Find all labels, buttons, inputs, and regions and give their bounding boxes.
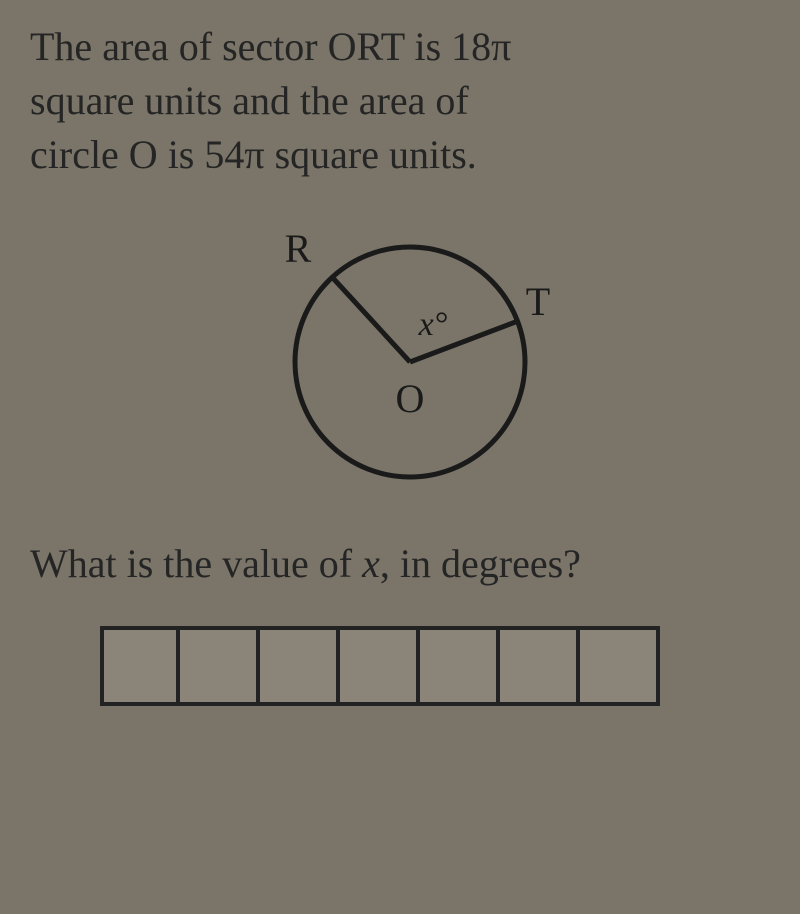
- problem-line-2: square units and the area of: [30, 74, 770, 128]
- question-before: What is the value of: [30, 541, 362, 586]
- answer-cell[interactable]: [100, 626, 180, 706]
- question-variable: x: [362, 541, 380, 586]
- answer-grid: [100, 626, 770, 706]
- question-after: , in degrees?: [380, 541, 581, 586]
- radius-r: [332, 277, 410, 362]
- problem-line-1: The area of sector ORT is 18π: [30, 20, 770, 74]
- center-label: O: [396, 376, 425, 421]
- angle-label: x°: [418, 306, 448, 343]
- answer-cell[interactable]: [420, 626, 500, 706]
- answer-cell[interactable]: [340, 626, 420, 706]
- answer-cell[interactable]: [180, 626, 260, 706]
- answer-cell[interactable]: [580, 626, 660, 706]
- point-label-r: R: [285, 226, 312, 271]
- answer-cell[interactable]: [260, 626, 340, 706]
- sector-diagram: R T Ox°: [230, 207, 570, 497]
- question-text: What is the value of x, in degrees?: [30, 537, 770, 591]
- point-label-t: T: [526, 279, 550, 324]
- problem-statement: The area of sector ORT is 18π square uni…: [30, 20, 770, 182]
- diagram-container: R T Ox°: [30, 207, 770, 502]
- answer-cell[interactable]: [500, 626, 580, 706]
- problem-line-3: circle O is 54π square units.: [30, 128, 770, 182]
